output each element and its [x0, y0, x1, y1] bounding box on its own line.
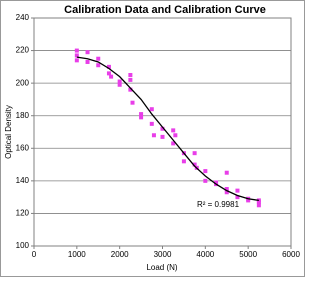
data-point [85, 50, 90, 55]
data-point [139, 112, 144, 117]
y-tick-label: 240 [16, 13, 30, 22]
data-point [171, 141, 176, 146]
x-tick-label: 3000 [154, 250, 172, 259]
data-point [117, 79, 122, 84]
data-point [203, 178, 208, 183]
y-tick-label: 100 [16, 241, 30, 250]
data-point [256, 203, 261, 208]
x-tick-label: 5000 [239, 250, 257, 259]
data-point [139, 115, 144, 120]
data-point [128, 73, 133, 77]
data-point [235, 188, 240, 193]
data-point [85, 59, 90, 64]
y-tick-label: 160 [16, 143, 30, 152]
data-point [192, 162, 197, 167]
data-point [130, 100, 135, 105]
data-point [74, 48, 79, 53]
data-point [151, 133, 156, 138]
data-point [160, 126, 165, 131]
y-tick-label: 180 [16, 111, 30, 120]
x-tick-label: 2000 [111, 250, 129, 259]
chart-title: Calibration Data and Calibration Curve [64, 4, 266, 16]
y-tick-label: 200 [16, 78, 30, 87]
annotation: R² = 0.9981 [197, 200, 240, 209]
data-point [192, 151, 197, 156]
data-point [235, 195, 240, 200]
data-point [128, 87, 133, 92]
data-point [106, 64, 111, 69]
data-point [256, 200, 261, 205]
data-point [96, 63, 101, 68]
data-point [106, 71, 111, 76]
data-point [203, 169, 208, 174]
data-point [224, 187, 229, 191]
data-point [160, 134, 165, 139]
y-tick-label: 120 [16, 209, 30, 218]
y-tick-label: 140 [16, 176, 30, 185]
data-point [128, 77, 133, 82]
data-point [171, 128, 176, 133]
y-axis-label: Optical Density [4, 105, 13, 159]
data-point [173, 133, 178, 138]
y-tick-label: 220 [16, 46, 30, 55]
data-point [96, 56, 101, 61]
data-point [181, 159, 186, 164]
data-point [149, 121, 154, 126]
x-tick-label: 1000 [68, 250, 86, 259]
data-point [74, 58, 79, 63]
x-tick-label: 6000 [282, 250, 300, 259]
x-tick-label: 0 [32, 250, 37, 259]
data-point [117, 82, 122, 87]
x-axis-label: Load (N) [146, 263, 177, 272]
fit-curve [76, 56, 259, 202]
data-point [224, 170, 229, 175]
data-point [224, 190, 229, 195]
data-point [74, 53, 79, 58]
chart: Calibration Data and Calibration Curve L… [0, 0, 305, 277]
x-tick-label: 4000 [196, 250, 214, 259]
plot-area [33, 17, 292, 247]
data-point [214, 180, 219, 185]
data-point [149, 107, 154, 112]
data-point [109, 74, 114, 79]
